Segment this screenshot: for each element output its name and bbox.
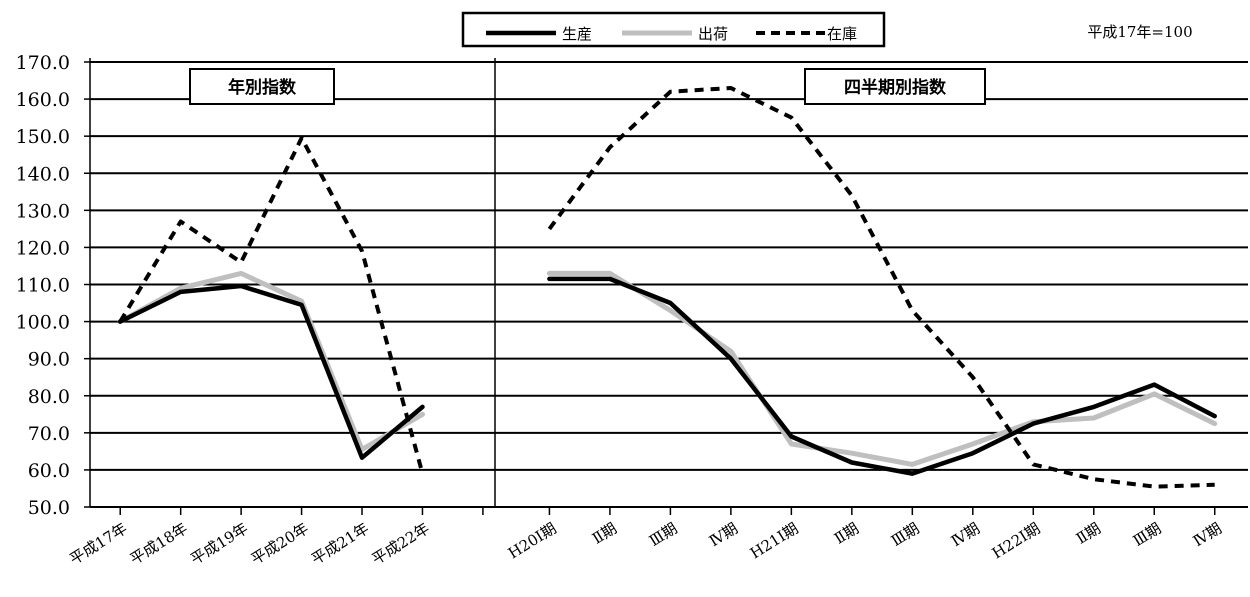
x-tick-label: 平成21年 <box>308 519 372 568</box>
x-tick-label: H20Ⅰ期 <box>505 519 560 562</box>
y-tick-label: 120.0 <box>16 237 70 259</box>
legend-label: 在庫 <box>827 25 857 43</box>
x-tick-label: Ⅱ期 <box>1073 519 1104 548</box>
y-tick-label: 160.0 <box>16 89 70 111</box>
x-tick-label: 平成19年 <box>187 519 251 568</box>
panel-label: 四半期別指数 <box>844 77 947 98</box>
x-tick-label: H21Ⅰ期 <box>747 519 802 562</box>
x-tick-label: 平成22年 <box>369 519 433 568</box>
y-tick-label: 130.0 <box>16 200 70 222</box>
x-tick-label: Ⅱ期 <box>831 519 862 548</box>
y-tick-label: 70.0 <box>28 423 70 445</box>
base-year-note: 平成17年=100 <box>1087 23 1192 41</box>
series-line-quarterly-在庫 <box>547 86 1215 489</box>
legend-box <box>461 11 886 48</box>
y-tick-label: 50.0 <box>28 497 70 519</box>
y-tick-label: 100.0 <box>16 312 70 334</box>
series-line-annual-出荷 <box>117 270 425 452</box>
legend-label: 出荷 <box>698 25 728 43</box>
legend-label: 生産 <box>562 25 592 43</box>
panel-label-box <box>189 68 335 105</box>
series-line-annual-生産 <box>117 283 425 460</box>
x-tick-label: Ⅱ期 <box>589 519 620 548</box>
y-tick-label: 60.0 <box>28 460 70 482</box>
x-tick-label: Ⅲ期 <box>1130 519 1165 550</box>
y-tick-label: 140.0 <box>16 163 70 185</box>
x-tick-label: 平成17年 <box>66 519 130 568</box>
x-tick-label: Ⅲ期 <box>888 519 923 550</box>
y-tick-label: 110.0 <box>16 275 70 297</box>
series-line-quarterly-生産 <box>547 276 1217 476</box>
x-tick-label: H22Ⅰ期 <box>989 519 1044 562</box>
y-axis: 170.0 160.0 150.0 140.0 130.0 120.0 110.0 100.0… <box>16 52 91 519</box>
panel-labels: 年別指数 四半期別指数 <box>189 68 986 105</box>
y-tick-label: 80.0 <box>28 386 70 408</box>
x-tick-label: Ⅳ期 <box>1190 519 1225 550</box>
series-layer <box>117 86 1218 489</box>
panel-label: 年別指数 <box>228 77 297 98</box>
x-tick-label: 平成20年 <box>248 519 312 568</box>
x-tick-label: Ⅳ期 <box>706 519 741 550</box>
y-tick-label: 90.0 <box>28 349 70 371</box>
y-tick-label: 150.0 <box>16 126 70 148</box>
panel-label-box <box>804 68 986 105</box>
x-tick-label: Ⅲ期 <box>646 519 681 550</box>
series-line-annual-在庫 <box>118 136 425 475</box>
grid-lines <box>90 58 1248 508</box>
y-tick-label: 170.0 <box>16 52 70 74</box>
x-tick-label: 平成18年 <box>127 519 191 568</box>
x-tick-label: Ⅳ期 <box>948 519 983 550</box>
legend: 生産 出荷 在庫 <box>461 11 886 48</box>
series-line-quarterly-出荷 <box>546 270 1218 467</box>
